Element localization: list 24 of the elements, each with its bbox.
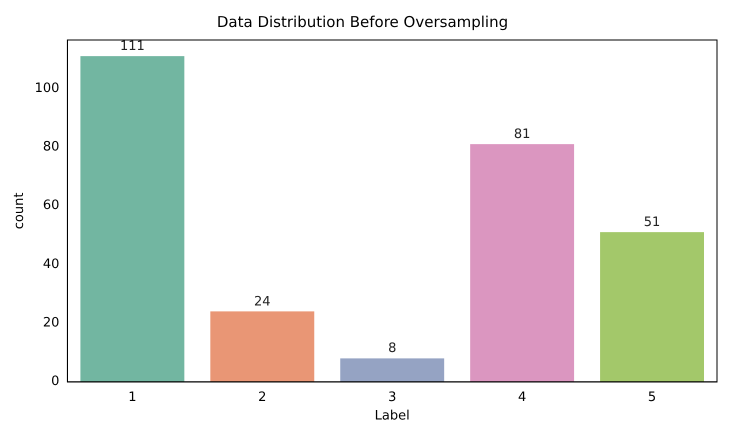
y-tick-label: 100 xyxy=(34,80,60,96)
bar xyxy=(470,144,574,382)
data-label: 24 xyxy=(254,294,271,310)
x-tick-label: 2 xyxy=(258,390,266,405)
x-tick-label: 1 xyxy=(128,390,137,405)
y-axis-title: count xyxy=(12,192,28,230)
data-label: 8 xyxy=(388,341,396,356)
data-label: 81 xyxy=(514,127,530,142)
y-tick-label: 20 xyxy=(42,315,60,330)
data-label: 51 xyxy=(644,215,660,230)
bar xyxy=(600,232,704,382)
x-tick-label: 5 xyxy=(648,390,656,405)
x-tick-label: 4 xyxy=(518,390,526,405)
data-label: 111 xyxy=(120,39,145,54)
bar xyxy=(80,56,184,382)
y-tick-label: 60 xyxy=(42,198,60,214)
x-tick-label: 3 xyxy=(388,390,396,405)
y-tick-label: 0 xyxy=(51,374,60,390)
chart-title: Data Distribution Before Oversampling xyxy=(216,12,508,31)
bar xyxy=(340,358,444,382)
y-tick-label: 40 xyxy=(42,256,60,272)
y-tick-label: 80 xyxy=(42,139,60,154)
x-axis-title: Label xyxy=(374,408,410,424)
bar xyxy=(210,311,314,382)
